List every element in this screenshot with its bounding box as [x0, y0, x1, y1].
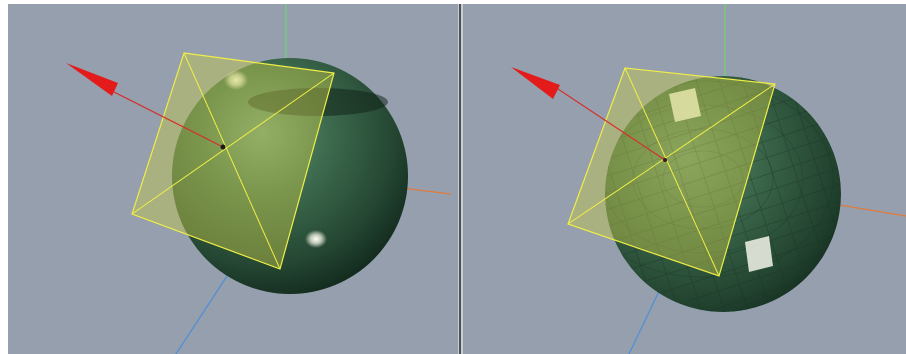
sphere-faceted — [605, 76, 841, 312]
viewport-splitter[interactable] — [458, 4, 463, 354]
plane-diagonal-2 — [567, 83, 776, 225]
pivot-point[interactable] — [663, 158, 667, 162]
specular-facet-top — [669, 88, 701, 122]
specular-highlight-bottom — [305, 230, 327, 248]
scene-left — [8, 4, 458, 354]
viewport-left[interactable] — [8, 4, 458, 354]
specular-highlight-top — [224, 70, 248, 90]
viewport-right[interactable] — [463, 4, 906, 354]
axis-x-line — [554, 86, 666, 161]
plane-diagonal-1 — [183, 52, 281, 270]
axis-orange-line — [832, 203, 906, 217]
pivot-point[interactable] — [220, 144, 226, 150]
scene-right — [463, 4, 906, 354]
axis-x-line — [107, 88, 224, 148]
plane-diagonal-2 — [131, 72, 335, 215]
specular-facet-bottom — [745, 236, 773, 272]
arrow-head-icon[interactable] — [66, 63, 118, 96]
sphere-smooth — [172, 58, 408, 294]
arrow-head-icon[interactable] — [511, 67, 560, 99]
plane-diagonal-1 — [624, 67, 720, 277]
